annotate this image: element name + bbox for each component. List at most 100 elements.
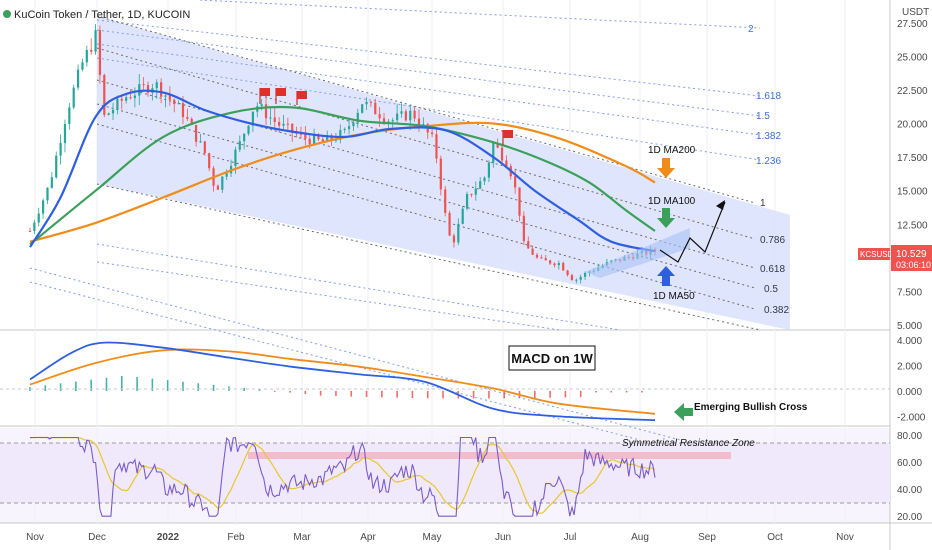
candle — [479, 177, 482, 190]
candle — [282, 115, 285, 131]
rsi-tick-label: 20.00 — [897, 512, 922, 523]
macd-bar — [243, 387, 245, 391]
macd-bar — [488, 390, 490, 399]
fib-label-1236: 1.236 — [756, 156, 781, 167]
candle — [562, 261, 565, 271]
candle — [544, 254, 547, 261]
macd-axis: 4.000 2.000 0.000 -2.000 — [897, 336, 926, 423]
candle — [68, 103, 71, 130]
time-tick-label: Feb — [227, 532, 245, 543]
time-tick-label: Jul — [564, 532, 577, 543]
candle — [566, 269, 569, 277]
macd-bar — [579, 390, 582, 398]
candle — [138, 74, 141, 105]
macd-bar — [472, 390, 475, 399]
macd-bar — [105, 377, 108, 391]
time-tick-label: Aug — [631, 532, 649, 543]
candle — [396, 104, 399, 124]
macd-bar — [350, 390, 353, 397]
candle — [146, 81, 150, 97]
candle — [465, 191, 469, 211]
candle — [116, 95, 119, 115]
fib-label-2: 2 — [748, 24, 754, 35]
macd-bar — [396, 390, 398, 398]
candle — [63, 119, 67, 153]
candle — [177, 100, 180, 105]
time-tick-label: 2022 — [157, 532, 180, 543]
macd-bar — [426, 390, 429, 399]
macd-title-box — [508, 345, 596, 371]
macd-bar — [381, 390, 383, 398]
rsi-axis: 80.00 60.00 40.00 20.00 — [897, 431, 922, 523]
candle — [304, 125, 307, 146]
candle — [264, 95, 268, 125]
candle — [579, 274, 582, 284]
price-tick-label: 22.500 — [897, 86, 928, 97]
candle — [540, 254, 543, 259]
candle — [439, 155, 442, 196]
candle — [352, 120, 355, 131]
macd-bar — [151, 378, 154, 391]
macd-bar — [59, 383, 62, 391]
candle — [269, 108, 272, 125]
macd-tick-label: 2.000 — [897, 362, 922, 373]
candle — [413, 107, 416, 122]
candle — [487, 160, 491, 182]
rsi-ma-line — [29, 436, 656, 514]
fib-label-0618: 0.618 — [760, 264, 785, 275]
macd-tick-label: -2.000 — [897, 412, 926, 423]
macd-bar — [44, 385, 47, 391]
time-tick-label: Apr — [360, 532, 376, 543]
candle — [365, 97, 368, 110]
up-arrow-icon — [657, 266, 675, 286]
candle — [142, 77, 145, 92]
time-tick-label: Sep — [698, 532, 716, 543]
macd-tick-label: 4.000 — [897, 336, 922, 347]
macd-tick-label: 0.000 — [897, 387, 922, 398]
candle — [474, 181, 477, 201]
macd-title: MACD on 1W — [511, 351, 593, 366]
candle — [221, 175, 224, 193]
candle — [120, 94, 123, 110]
candle — [549, 259, 552, 266]
candle — [251, 111, 255, 132]
candle — [553, 262, 556, 268]
fib-label-0786: 0.786 — [760, 235, 785, 246]
macd-bar — [182, 381, 184, 391]
macd-bar — [625, 390, 628, 393]
symbol-badge — [858, 248, 890, 260]
macd-histogram — [29, 375, 643, 399]
projection-arrowhead — [716, 200, 725, 210]
countdown: 03:06:10 — [896, 260, 931, 270]
macd-bar — [90, 379, 92, 391]
left-arrow-icon — [674, 403, 693, 421]
macd-bar — [212, 384, 215, 391]
price-axis: 27.500 25.000 22.500 20.000 17.500 15.000 12.5… — [897, 19, 928, 332]
candle — [369, 100, 373, 107]
macd-bar — [595, 390, 597, 393]
candle — [531, 245, 534, 256]
candle — [81, 58, 84, 72]
flag-icon — [259, 88, 270, 104]
descending-channel — [97, 16, 790, 330]
fib-label-1382: 1.382 — [756, 131, 781, 142]
candle — [155, 79, 158, 99]
fib-label-15: 1.5 — [756, 111, 770, 122]
candle — [483, 176, 486, 185]
flag-icon — [296, 91, 307, 105]
macd-bar — [166, 380, 169, 391]
candle — [90, 38, 93, 55]
time-tick-label: Jun — [495, 532, 511, 543]
candle — [404, 109, 407, 122]
price-tick-label: 7.500 — [897, 287, 922, 298]
macd-bar — [610, 390, 613, 393]
flag-icon — [502, 130, 513, 145]
candle — [570, 273, 574, 281]
triangle-pattern — [585, 228, 690, 278]
price-tick-label: 15.000 — [897, 187, 928, 198]
candle — [409, 104, 412, 131]
price-tick-label: 12.500 — [897, 220, 928, 231]
ma50-line — [29, 89, 656, 253]
time-tick-label: Oct — [767, 532, 783, 543]
macd-bar — [197, 383, 200, 391]
